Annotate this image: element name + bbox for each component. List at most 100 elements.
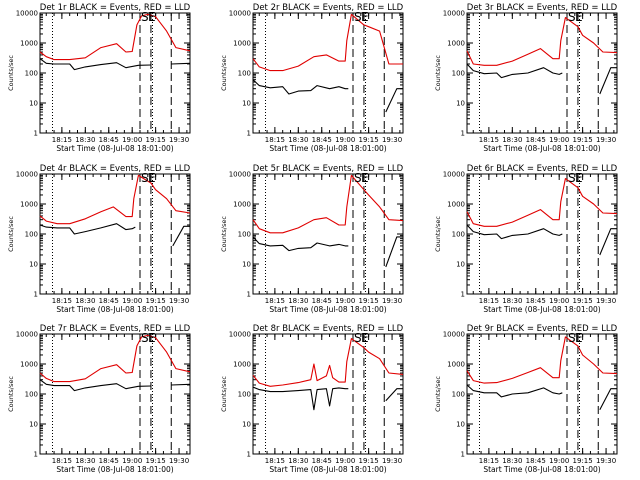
marker-label-start: S — [354, 171, 362, 185]
y-axis-label: Counts/sec — [434, 216, 442, 252]
series-line-black — [252, 386, 403, 411]
plot-frame — [39, 173, 191, 295]
x-tick-label: 19:00 — [335, 457, 355, 465]
y-tick-label: 10 — [29, 421, 38, 429]
y-tick-label: 10 — [456, 421, 465, 429]
x-axis-label: Start Time (08-Jul-08 18:01:00) — [269, 305, 386, 314]
y-tick-label: 100 — [25, 70, 38, 78]
series-line-red — [466, 336, 618, 384]
y-tick-label: 10000 — [443, 171, 465, 179]
y-tick-label: 1000 — [233, 201, 251, 209]
x-tick-label: 18:45 — [312, 457, 332, 465]
x-tick-label: 19:00 — [122, 297, 142, 305]
x-tick-label: 18:30 — [75, 297, 95, 305]
x-tick-label: 18:15 — [52, 457, 72, 465]
x-tick-label: 19:30 — [596, 297, 616, 305]
x-tick-label: 18:15 — [52, 297, 72, 305]
y-tick-label: 10000 — [229, 171, 251, 179]
chart-panel-2: Det 2r BLACK = Events, RED = LLD 1 10 100 10… — [220, 3, 404, 153]
chart-panel-4: Det 4r BLACK = Events, RED = LLD 1 10 100 10… — [7, 164, 191, 314]
series-line-black — [39, 223, 190, 247]
plot-frame — [252, 173, 404, 295]
y-axis-label: Counts/sec — [220, 376, 228, 412]
chart-title: Det 9r BLACK = Events, RED = LLD — [467, 324, 618, 334]
y-tick-label: 1000 — [20, 201, 38, 209]
y-tick-label: 1000 — [20, 40, 38, 48]
x-tick-label: 18:15 — [265, 457, 285, 465]
plot-frame — [252, 12, 404, 134]
x-tick-label: 18:15 — [265, 297, 285, 305]
series-line-black — [466, 63, 617, 95]
plot-frame — [39, 12, 191, 134]
x-tick-label: 19:00 — [549, 297, 569, 305]
x-tick-label: 18:45 — [99, 297, 119, 305]
chart-panel-5: Det 5r BLACK = Events, RED = LLD 1 10 100 10… — [220, 164, 404, 314]
marker-label-start: S — [141, 10, 149, 24]
chart-panel-8: Det 8r BLACK = Events, RED = LLD 1 10 100 10… — [220, 324, 404, 474]
x-tick-label: 18:30 — [75, 136, 95, 144]
x-axis-label: Start Time (08-Jul-08 18:01:00) — [483, 144, 600, 153]
y-tick-label: 10000 — [16, 331, 38, 339]
x-tick-label: 19:30 — [382, 136, 402, 144]
x-tick-label: 18:30 — [502, 457, 522, 465]
x-tick-label: 18:45 — [99, 457, 119, 465]
series-line-black — [466, 384, 617, 410]
x-tick-label: 19:30 — [382, 457, 402, 465]
y-tick-label: 10000 — [16, 10, 38, 18]
x-tick-label: 18:15 — [479, 297, 499, 305]
x-tick-label: 19:15 — [146, 297, 166, 305]
y-tick-label: 10 — [29, 100, 38, 108]
x-tick-label: 19:15 — [146, 136, 166, 144]
x-tick-label: 19:15 — [359, 457, 379, 465]
y-tick-label: 1000 — [447, 40, 465, 48]
series-line-red — [39, 13, 191, 61]
series-line-red — [39, 174, 191, 225]
chart-panel-7: Det 7r BLACK = Events, RED = LLD 1 10 100 10… — [7, 324, 191, 474]
x-axis-label: Start Time (08-Jul-08 18:01:00) — [483, 465, 600, 474]
x-tick-label: 19:15 — [146, 457, 166, 465]
y-tick-label: 100 — [452, 70, 465, 78]
x-tick-label: 18:30 — [288, 297, 308, 305]
y-tick-label: 10 — [242, 261, 251, 269]
y-tick-label: 100 — [238, 70, 251, 78]
y-tick-label: 10000 — [16, 171, 38, 179]
chart-title: Det 5r BLACK = Events, RED = LLD — [253, 164, 404, 174]
y-tick-label: 10 — [456, 100, 465, 108]
x-tick-label: 19:30 — [169, 136, 189, 144]
marker-label-end: E — [361, 10, 369, 24]
marker-label-start: S — [568, 10, 576, 24]
series-line-red — [466, 17, 618, 66]
series-line-black — [252, 236, 403, 268]
y-tick-label: 10000 — [443, 10, 465, 18]
y-tick-label: 1000 — [447, 361, 465, 369]
x-tick-label: 19:00 — [335, 136, 355, 144]
x-tick-label: 19:00 — [335, 297, 355, 305]
y-tick-label: 100 — [452, 231, 465, 239]
x-tick-label: 19:00 — [122, 136, 142, 144]
x-tick-label: 18:30 — [502, 297, 522, 305]
series-line-red — [252, 13, 403, 72]
y-tick-label: 1 — [461, 451, 465, 459]
y-axis-label: Counts/sec — [434, 376, 442, 412]
x-tick-label: 19:30 — [169, 457, 189, 465]
chart-panel-6: Det 6r BLACK = Events, RED = LLD 1 10 100 10… — [434, 164, 618, 314]
y-axis-label: Counts/sec — [220, 216, 228, 252]
chart-title: Det 7r BLACK = Events, RED = LLD — [40, 324, 191, 334]
y-tick-label: 10 — [242, 421, 251, 429]
marker-label-end: E — [361, 331, 369, 345]
x-tick-label: 18:45 — [99, 136, 119, 144]
y-axis-label: Counts/sec — [220, 55, 228, 91]
y-axis-label: Counts/sec — [7, 55, 15, 91]
y-tick-label: 1 — [247, 451, 251, 459]
marker-label-start: S — [141, 171, 149, 185]
chart-title: Det 4r BLACK = Events, RED = LLD — [40, 164, 191, 174]
x-tick-label: 18:45 — [312, 136, 332, 144]
y-tick-label: 10 — [242, 100, 251, 108]
y-tick-label: 1 — [461, 130, 465, 138]
x-axis-label: Start Time (08-Jul-08 18:01:00) — [269, 465, 386, 474]
plot-frame — [466, 333, 618, 455]
y-tick-label: 1000 — [447, 201, 465, 209]
x-axis-label: Start Time (08-Jul-08 18:01:00) — [56, 305, 173, 314]
y-tick-label: 1 — [34, 451, 38, 459]
x-tick-label: 19:00 — [549, 457, 569, 465]
